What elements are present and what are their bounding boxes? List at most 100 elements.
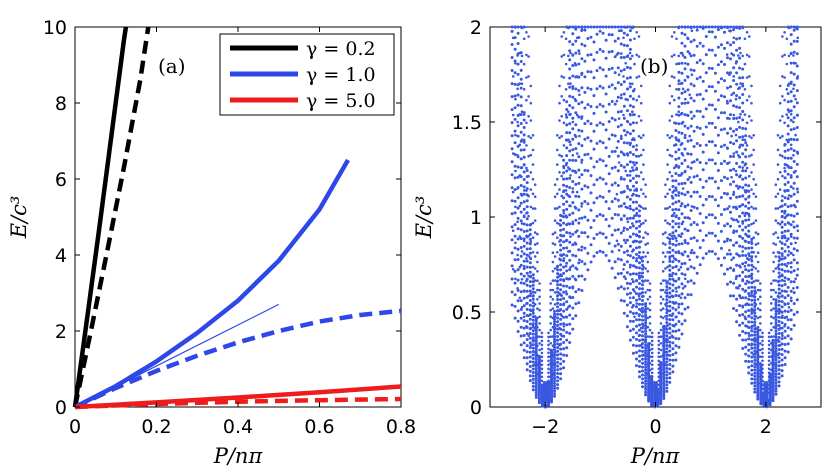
spectrum-dot [741,203,745,207]
spectrum-dot [571,327,575,331]
spectrum-dot [531,251,535,254]
spectrum-dot [577,274,581,278]
spectrum-dot [568,313,572,317]
spectrum-dot [756,370,760,374]
spectrum-dot [707,103,711,107]
spectrum-dot [635,207,638,211]
spectrum-dot [522,189,526,192]
spectrum-dot [683,227,687,231]
spectrum-dot [638,230,641,234]
spectrum-dot [516,288,520,292]
spectrum-dot [741,143,745,147]
spectrum-dot [686,36,689,40]
spectrum-dot [516,42,520,45]
spectrum-dot [761,387,764,391]
spectrum-dot [568,58,572,62]
spectrum-dot [613,181,617,185]
spectrum-dot [547,363,550,367]
spectrum-dot [560,234,563,238]
spectrum-dot [719,111,723,115]
spectrum-dot [569,51,572,55]
spectrum-dot [729,141,732,144]
spectrum-dot [671,306,675,310]
spectrum-dot [748,214,751,218]
spectrum-dot [743,37,747,41]
spectrum-dot [639,136,643,140]
spectrum-dot [574,290,578,294]
spectrum-dot [575,152,579,155]
spectrum-dot [661,260,665,264]
spectrum-dot [613,149,617,153]
spectrum-dot [553,322,556,326]
spectrum-dot [538,375,541,378]
spectrum-dot [662,377,666,381]
spectrum-dot [701,25,705,29]
spectrum-dot [673,325,676,328]
spectrum-dot [783,263,787,266]
spectrum-dot [620,134,623,138]
spectrum-dot [683,25,687,29]
spectrum-dot [665,321,669,325]
panel-a-ylabel: E/c³ [7,196,31,240]
spectrum-dot [674,136,678,140]
spectrum-dot [774,366,778,370]
spectrum-dot [559,248,563,252]
spectrum-dot [635,211,638,215]
spectrum-dot [723,175,726,179]
spectrum-dot [533,351,537,354]
spectrum-dot [613,86,617,90]
spectrum-dot [671,260,675,264]
spectrum-dot [781,294,784,298]
spectrum-dot [522,267,526,271]
spectrum-dot [686,165,690,169]
spectrum-dot [562,144,566,147]
spectrum-dot [553,243,557,246]
spectrum-dot [565,123,569,127]
spectrum-dot [637,55,641,58]
spectrum-dot [681,187,685,190]
spectrum-dot [668,336,672,340]
spectrum-dot [787,110,791,113]
spectrum-dot [789,128,793,132]
spectrum-dot [617,117,621,120]
spectrum-dot [741,250,744,253]
spectrum-dot [774,335,778,339]
spectrum-dot [684,277,687,281]
spectrum-dot [753,390,757,394]
spectrum-dot [783,257,786,260]
spectrum-dot [553,207,557,210]
spectrum-dot [719,263,723,267]
spectrum-dot [778,240,782,243]
spectrum-dot [744,275,748,279]
spectrum-dot [770,355,773,358]
spectrum-dot [516,247,520,251]
spectrum-dot [787,138,791,141]
spectrum-dot [589,105,593,108]
spectrum-dot [774,378,778,382]
spectrum-dot [744,134,748,138]
spectrum-dot [774,321,778,325]
spectrum-dot [646,372,650,376]
spectrum-dot [620,52,623,55]
spectrum-dot [568,25,572,29]
spectrum-dot [738,125,742,129]
spectrum-dot [792,181,796,185]
spectrum-dot [534,348,538,352]
spectrum-dot [631,208,635,212]
spectrum-dot [638,224,641,228]
spectrum-dot [756,380,760,384]
spectrum-dot [759,375,762,378]
spectrum-dot [558,292,561,295]
spectrum-dot [670,334,674,338]
spectrum-dot [671,283,675,287]
spectrum-dot [556,312,560,316]
spectrum-dot [604,218,608,221]
spectrum-dot [668,259,672,263]
spectrum-dot [695,158,699,162]
spectrum-dot [735,25,739,29]
spectrum-dot [750,285,754,289]
spectrum-dot [565,184,569,188]
spectrum-dot [741,313,745,317]
spectrum-dot [528,303,532,307]
spectrum-dot [610,100,614,103]
